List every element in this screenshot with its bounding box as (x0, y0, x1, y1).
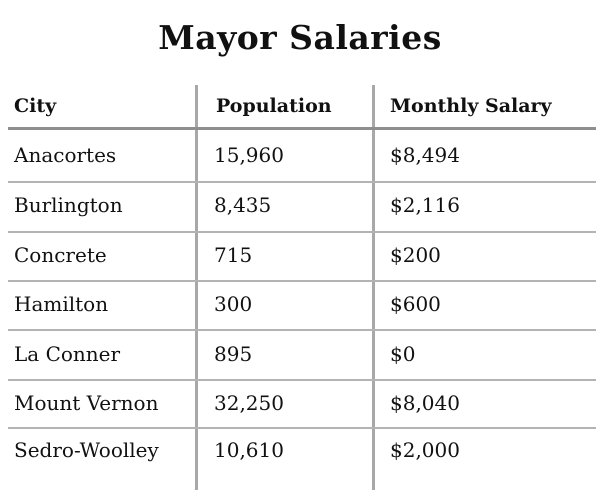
cell-population: 8,435 (214, 193, 272, 217)
header-divider (8, 127, 596, 130)
cell-population: 15,960 (214, 143, 284, 167)
cell-salary: $8,494 (390, 143, 460, 167)
cell-city: La Conner (14, 342, 121, 366)
cell-city: Hamilton (14, 292, 109, 316)
row-divider (8, 379, 596, 381)
column-divider (372, 85, 375, 490)
salary-table: City Population Monthly Salary Anacortes… (0, 85, 600, 495)
header-population: Population (216, 95, 332, 117)
cell-salary: $2,116 (390, 193, 460, 217)
header-monthly-salary: Monthly Salary (390, 95, 552, 117)
cell-population: 300 (214, 292, 253, 316)
cell-city: Sedro-Woolley (14, 438, 159, 462)
cell-salary: $2,000 (390, 438, 460, 462)
cell-city: Mount Vernon (14, 391, 159, 415)
column-divider (195, 85, 198, 490)
cell-population: 715 (214, 243, 253, 267)
cell-population: 10,610 (214, 438, 284, 462)
cell-salary: $0 (390, 342, 416, 366)
cell-population: 32,250 (214, 391, 284, 415)
row-divider (8, 280, 596, 282)
cell-city: Anacortes (14, 143, 117, 167)
cell-city: Burlington (14, 193, 123, 217)
row-divider (8, 329, 596, 331)
page-title: Mayor Salaries (158, 18, 442, 57)
row-divider (8, 427, 596, 429)
cell-salary: $200 (390, 243, 441, 267)
cell-population: 895 (214, 342, 253, 366)
row-divider (8, 181, 596, 183)
cell-city: Concrete (14, 243, 107, 267)
cell-salary: $8,040 (390, 391, 460, 415)
row-divider (8, 231, 596, 233)
header-city: City (14, 95, 57, 117)
cell-salary: $600 (390, 292, 441, 316)
